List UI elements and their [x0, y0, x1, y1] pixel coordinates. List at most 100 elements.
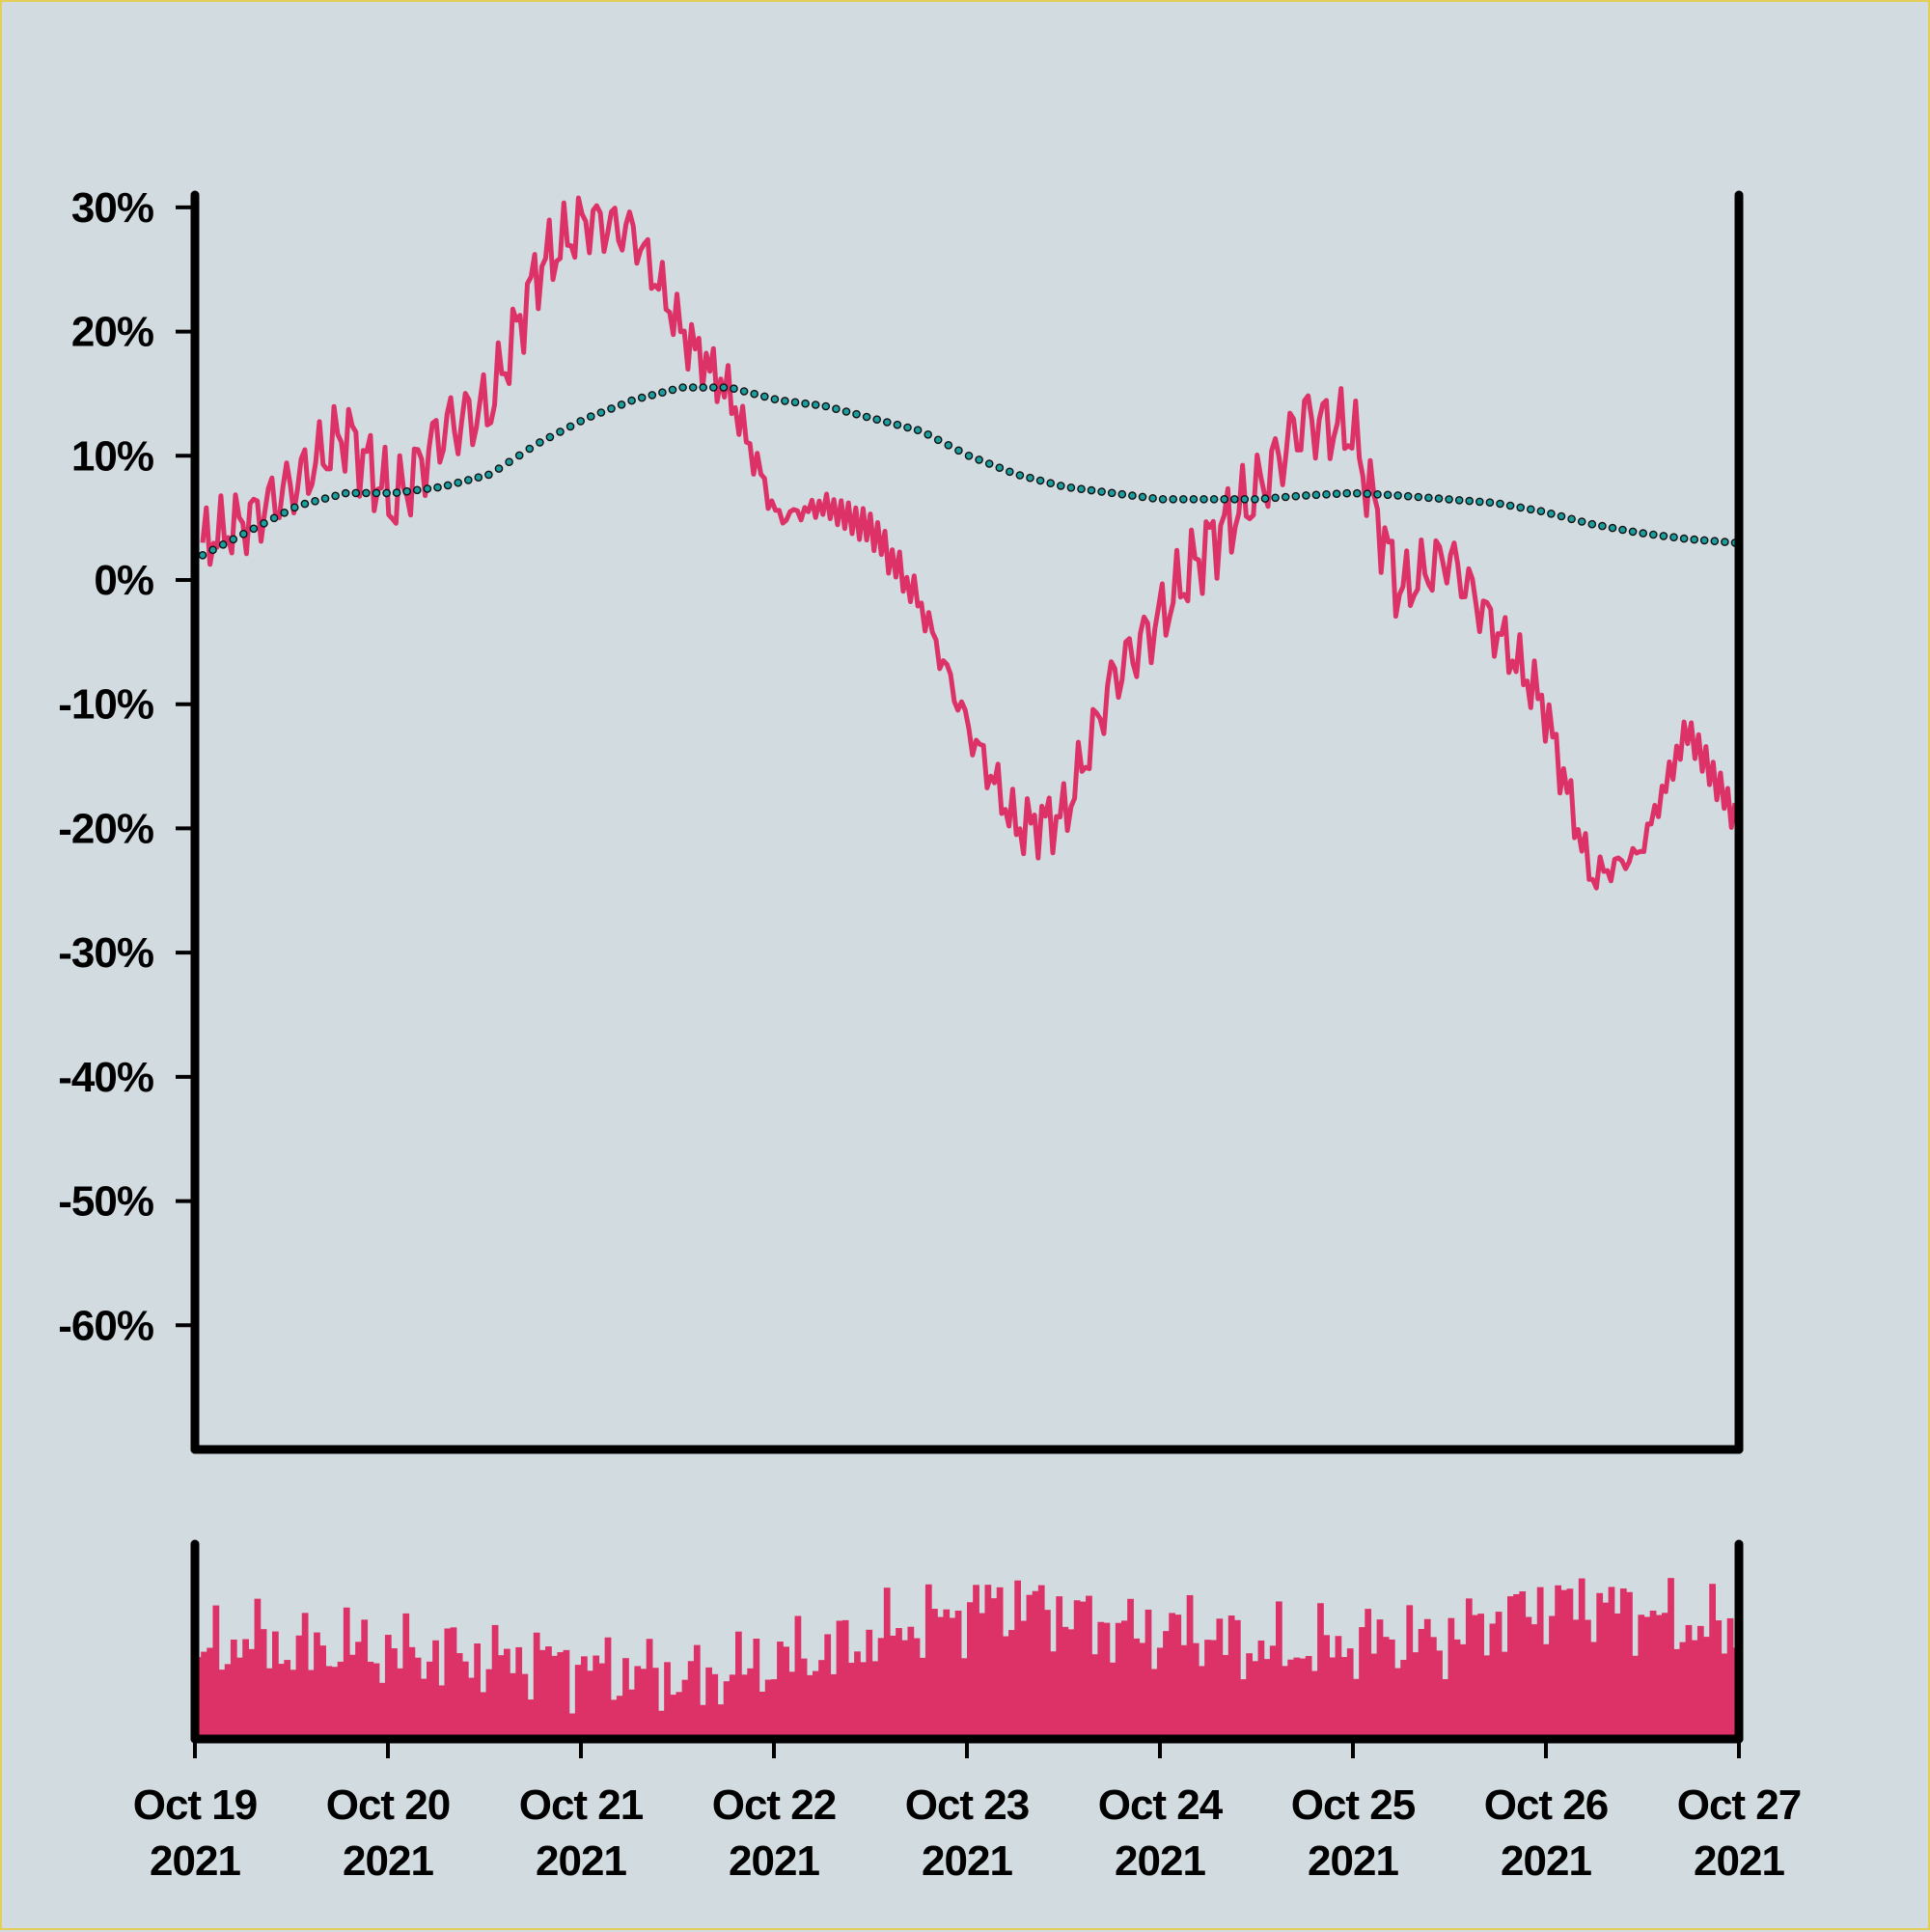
volume-bar	[783, 1646, 789, 1739]
moving-average-dot	[1699, 536, 1709, 545]
volume-bar	[242, 1639, 249, 1739]
volume-bar	[1423, 1618, 1431, 1739]
volume-bar	[391, 1648, 398, 1739]
volume-bar	[414, 1657, 422, 1739]
moving-average-dot	[688, 383, 698, 392]
moving-average-dot	[1199, 494, 1208, 504]
volume-bar	[907, 1626, 915, 1739]
volume-bar	[729, 1674, 736, 1739]
volume-bar	[1365, 1609, 1372, 1739]
volume-bar	[427, 1661, 433, 1739]
moving-average-dot	[1679, 534, 1689, 543]
volume-bar	[420, 1678, 427, 1739]
volume-bar	[990, 1598, 998, 1739]
moving-average-dot	[1547, 510, 1556, 518]
volume-bar	[954, 1611, 962, 1739]
volume-bar	[1073, 1600, 1081, 1739]
moving-average-dot	[249, 524, 259, 534]
volume-bar	[1542, 1643, 1550, 1739]
moving-average-dot	[1006, 467, 1014, 477]
volume-bar	[1709, 1584, 1716, 1739]
volume-bar	[319, 1645, 326, 1739]
volume-bar	[1276, 1601, 1282, 1739]
volume-bar	[1549, 1615, 1556, 1739]
moving-average-dot	[341, 488, 350, 498]
volume-bar	[1495, 1612, 1503, 1739]
moving-average-dot	[1291, 491, 1301, 501]
volume-bar	[545, 1646, 552, 1739]
moving-average-dot	[1066, 483, 1076, 492]
volume-bar	[504, 1648, 510, 1739]
moving-average-dot	[739, 387, 749, 396]
volume-bar	[1507, 1596, 1514, 1739]
moving-average-dot	[1148, 493, 1157, 503]
volume-bar	[1608, 1587, 1615, 1739]
x-tick-label-year: 2021	[729, 1837, 819, 1885]
volume-bar	[236, 1657, 243, 1739]
moving-average-dot	[229, 535, 238, 544]
moving-average-dot	[423, 484, 432, 493]
moving-average-dot	[627, 396, 636, 405]
volume-bar	[777, 1642, 784, 1739]
moving-average-dot	[1383, 490, 1392, 500]
moving-average-dot	[1230, 494, 1239, 504]
moving-average-dot	[699, 383, 708, 392]
moving-average-dot	[1107, 488, 1117, 498]
volume-bar	[1287, 1659, 1295, 1739]
volume-bar	[1305, 1656, 1312, 1739]
x-tick-label-year: 2021	[1115, 1837, 1205, 1885]
moving-average-dot	[944, 440, 953, 450]
moving-average-dot	[913, 426, 923, 435]
moving-average-dot	[484, 470, 493, 480]
volume-bar	[1192, 1642, 1199, 1739]
volume-bar	[1353, 1678, 1360, 1739]
volume-bar	[919, 1657, 926, 1739]
volume-bar	[450, 1627, 457, 1739]
moving-average-dot	[443, 481, 453, 490]
volume-bar	[557, 1652, 565, 1739]
volume-bar	[830, 1673, 838, 1739]
volume-bar	[664, 1662, 671, 1739]
moving-average-dot	[964, 451, 974, 460]
moving-average-dot	[218, 540, 228, 549]
volume-bar	[1026, 1594, 1034, 1739]
volume-bar	[1103, 1622, 1111, 1739]
volume-bar	[1626, 1591, 1633, 1739]
moving-average-dot	[1424, 493, 1433, 503]
moving-average-dot	[300, 499, 310, 509]
x-tick-label-year: 2021	[150, 1837, 240, 1885]
volume-bar	[1662, 1613, 1668, 1739]
volume-bar	[1388, 1639, 1395, 1739]
volume-bar	[610, 1699, 618, 1739]
volume-bar	[847, 1662, 855, 1739]
volume-bar	[207, 1647, 214, 1739]
price-line	[200, 195, 1738, 891]
moving-average-dot	[1485, 498, 1495, 508]
moving-average-dot	[1342, 488, 1351, 498]
volume-bar	[794, 1615, 802, 1739]
moving-average-dot	[1628, 527, 1638, 537]
moving-average-dot	[658, 388, 667, 398]
moving-average-dot	[1322, 489, 1331, 499]
volume-bar	[1180, 1644, 1188, 1739]
volume-bar	[408, 1646, 416, 1739]
moving-average-dot	[1332, 489, 1341, 499]
volume-bar	[1519, 1591, 1527, 1739]
volume-bar	[979, 1613, 986, 1739]
volume-bar	[973, 1585, 979, 1739]
volume-bar	[1079, 1601, 1087, 1739]
moving-average-dot	[1035, 476, 1045, 485]
moving-average-dot	[311, 497, 319, 506]
volume-bar	[1632, 1655, 1639, 1739]
moving-average-dot	[372, 488, 381, 498]
moving-average-dot	[1567, 514, 1576, 524]
moving-average-dot	[1618, 525, 1627, 535]
volume-bar	[1465, 1598, 1473, 1739]
volume-bar	[474, 1643, 481, 1739]
moving-average-dot	[1516, 503, 1525, 512]
x-tick-label-date: Oct 21	[519, 1781, 644, 1829]
volume-bar	[616, 1696, 623, 1739]
moving-average-dot	[995, 463, 1005, 473]
volume-bar	[1062, 1626, 1069, 1739]
moving-average-dot	[1505, 501, 1515, 511]
